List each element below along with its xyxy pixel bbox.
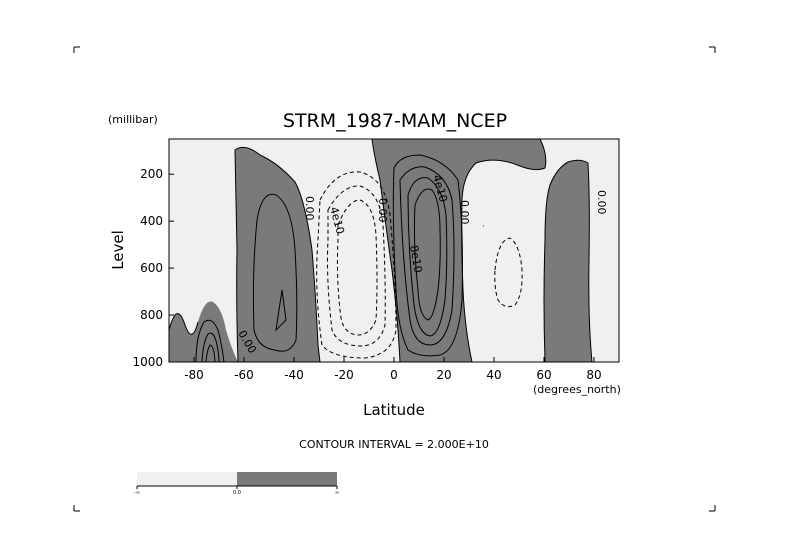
crop-marks bbox=[73, 46, 716, 512]
solid-contours bbox=[168, 138, 593, 363]
colorbar-label: ∞ bbox=[335, 490, 339, 496]
crop-mark-top-right bbox=[709, 46, 716, 53]
contour-zero-nh-tropical bbox=[371, 138, 401, 363]
contour-nh-neg-2e10 bbox=[494, 237, 523, 308]
y-tick-label: 600 bbox=[140, 261, 163, 275]
colorbar-positive bbox=[237, 472, 337, 486]
contour-sh-neg-2e10 bbox=[316, 171, 397, 359]
contour-zero-sh bbox=[234, 146, 321, 363]
x-tick-label: -40 bbox=[284, 368, 304, 382]
x-tick-label: 60 bbox=[536, 368, 551, 382]
x-tick-label: 80 bbox=[586, 368, 601, 382]
y-tick-label: 400 bbox=[140, 214, 163, 228]
y-axis: 200 400 600 800 1000 bbox=[132, 167, 174, 369]
x-tick-label: 40 bbox=[486, 368, 501, 382]
x-tick-label: 20 bbox=[436, 368, 451, 382]
positive-region-tropical bbox=[372, 139, 546, 362]
contour-interval-label: CONTOUR INTERVAL = 2.000E+10 bbox=[299, 438, 489, 451]
y-axis-label: Level bbox=[109, 230, 127, 270]
contour-label: 0.00 bbox=[595, 190, 608, 215]
contour-sh-inner bbox=[275, 289, 287, 332]
x-tick-label: -60 bbox=[234, 368, 254, 382]
positive-regions bbox=[169, 139, 592, 362]
x-tick-label: -80 bbox=[184, 368, 204, 382]
y-units-label: (millibar) bbox=[108, 113, 158, 126]
x-units-label: (degrees_north) bbox=[533, 383, 621, 396]
contour-nh-6e10 bbox=[407, 177, 448, 337]
contour-label: 0.00 bbox=[376, 198, 389, 223]
x-axis-label: Latitude bbox=[363, 401, 425, 419]
contour-sp-6e10 bbox=[205, 344, 216, 363]
colorbar-label: 0.0 bbox=[233, 490, 241, 496]
y-tick-label: 1000 bbox=[132, 355, 163, 369]
y-tick-label: 200 bbox=[140, 167, 163, 181]
plot-area: 0.00 0.00 4e10 0.00 4e10 0.00 8e10 0.00 … bbox=[168, 138, 620, 363]
crop-mark-bottom-left bbox=[73, 505, 80, 512]
contour-sp-left bbox=[168, 313, 199, 335]
positive-region-southern-polar bbox=[169, 301, 238, 362]
contour-sp-4e10 bbox=[201, 332, 220, 363]
contour-sp-2e10 bbox=[195, 319, 225, 363]
contour-nh-8e10 bbox=[413, 188, 441, 321]
positive-region-southern-midlat bbox=[235, 147, 320, 362]
contour-zero-np bbox=[543, 159, 593, 363]
y-tick-label: 800 bbox=[140, 308, 163, 322]
colorbar-label: -∞ bbox=[134, 490, 140, 496]
colorbar-negative bbox=[137, 472, 237, 486]
contour-sh-neg-4e10 bbox=[327, 185, 386, 347]
contour-label: 8e10 bbox=[407, 244, 425, 274]
x-tick-label: -20 bbox=[334, 368, 354, 382]
crop-mark-top-left bbox=[73, 46, 80, 53]
chart-title: STRM_1987-MAM_NCEP bbox=[283, 110, 507, 132]
dashed-contours bbox=[316, 171, 523, 359]
contour-zero-nh-tropical-east bbox=[461, 138, 547, 363]
x-axis: -80 -60 -40 -20 0 20 40 60 80 bbox=[184, 357, 602, 382]
contour-label: 0.00 bbox=[303, 196, 316, 221]
positive-region-northern-polar bbox=[544, 160, 592, 362]
contour-nh-4e10 bbox=[399, 166, 455, 346]
dot-marker: · bbox=[482, 222, 485, 231]
contour-sh-4e10 bbox=[252, 193, 298, 352]
contour-label: 0.00 bbox=[458, 200, 471, 225]
contour-nh-2e10 bbox=[392, 154, 463, 357]
crop-mark-bottom-right bbox=[709, 505, 716, 512]
x-tick-label: 0 bbox=[390, 368, 398, 382]
colorbar: -∞ 0.0 ∞ bbox=[134, 472, 339, 496]
